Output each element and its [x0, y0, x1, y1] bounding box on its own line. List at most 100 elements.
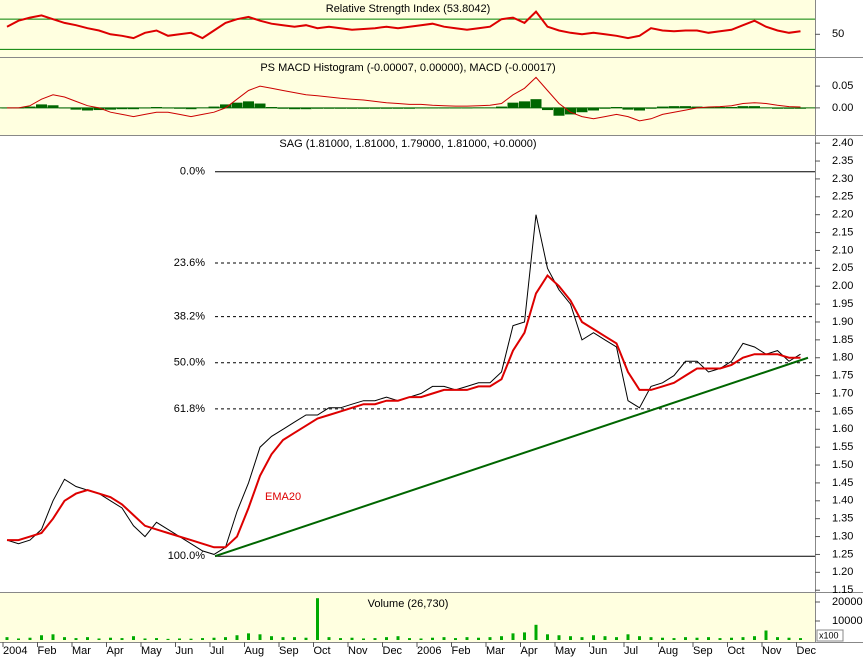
- histogram-bar: [151, 107, 162, 108]
- histogram-bar: [542, 107, 553, 111]
- volume-bar: [465, 637, 469, 640]
- unit-box: [816, 629, 844, 642]
- fib-label: 50.0%: [174, 357, 205, 369]
- price-panel: [0, 136, 815, 592]
- histogram-bar: [415, 107, 427, 109]
- volume-bar: [730, 637, 733, 640]
- trendline: [214, 356, 809, 558]
- histogram-bar: [369, 107, 381, 109]
- volume-bar: [258, 634, 262, 640]
- histogram-bar: [105, 107, 116, 110]
- histogram-bar: [254, 103, 266, 108]
- volume-bar: [212, 637, 216, 640]
- y-tick-label: 0.05: [832, 80, 853, 92]
- series-line: [7, 76, 801, 122]
- y-tick-label: 2.05: [832, 262, 853, 274]
- y-tick-label: 20000: [832, 596, 863, 608]
- volume-bar: [661, 637, 664, 640]
- volume-bar: [28, 637, 32, 640]
- volume-bar: [603, 636, 607, 640]
- y-tick-label: 2.00: [832, 280, 853, 292]
- histogram-bar: [783, 107, 795, 109]
- volume-bar: [787, 637, 791, 640]
- histogram-bar: [496, 106, 507, 108]
- volume-bar: [5, 637, 9, 640]
- histogram-bar: [427, 107, 438, 109]
- volume-bar: [626, 634, 630, 640]
- x-tick-label: May: [141, 645, 162, 657]
- histogram-bar: [553, 107, 565, 116]
- histogram-bar: [668, 106, 680, 108]
- histogram-bar: [139, 107, 151, 109]
- series-line: [6, 10, 801, 40]
- macd-title: PS MACD Histogram (-0.00007, 0.00000), M…: [260, 62, 555, 74]
- histogram-bar: [231, 102, 243, 108]
- y-tick-label: 2.15: [832, 226, 853, 238]
- y-tick-label: 2.30: [832, 173, 853, 185]
- volume-bar: [408, 638, 411, 640]
- volume-bar: [270, 636, 273, 640]
- y-tick-label: 1.30: [832, 530, 853, 542]
- histogram-bar: [611, 107, 622, 108]
- histogram-bar: [381, 107, 392, 109]
- volume-bar: [764, 630, 768, 640]
- y-tick-label: 1.20: [832, 566, 853, 578]
- histogram-bar: [795, 107, 806, 109]
- histogram-bar: [335, 107, 346, 109]
- price-title: SAG (1.81000, 1.81000, 1.79000, 1.81000,…: [279, 138, 536, 150]
- volume-bar: [799, 638, 802, 640]
- panel-borders: [0, 0, 863, 643]
- volume-bar: [97, 638, 101, 640]
- y-tick-label: 1.75: [832, 370, 853, 382]
- macd-panel: [0, 58, 815, 135]
- volume-bar: [74, 638, 78, 640]
- y-tick-label: 2.35: [832, 155, 853, 167]
- histogram-bar: [36, 104, 47, 108]
- volume-bar: [385, 637, 388, 640]
- histogram-bar: [461, 107, 473, 109]
- volume-bar: [86, 637, 89, 640]
- y-tick-label: 2.10: [832, 244, 853, 256]
- volume-bar: [477, 637, 480, 640]
- x-tick-label: Mar: [486, 645, 505, 657]
- volume-bar: [17, 638, 20, 640]
- histogram-bar: [128, 107, 139, 110]
- volume-bar: [776, 637, 779, 640]
- volume-bar: [224, 637, 227, 640]
- volume-bar: [362, 638, 365, 640]
- y-tick-label: 1.90: [832, 316, 853, 328]
- histogram-bar: [59, 107, 70, 109]
- x-tick-label: Aug: [245, 645, 265, 657]
- histogram-bar: [634, 107, 645, 111]
- volume-bar: [707, 637, 710, 640]
- volume-bar: [132, 636, 135, 640]
- y-tick-label: 1.45: [832, 477, 853, 489]
- x-tick-label: Jun: [590, 645, 608, 657]
- volume-bar: [120, 638, 124, 640]
- volume-bar: [166, 638, 170, 640]
- histogram-bar: [599, 107, 611, 109]
- y-tick-label: 1.80: [832, 352, 853, 364]
- volume-bar: [695, 637, 699, 640]
- histogram-bar: [289, 107, 300, 110]
- histogram-bar: [346, 107, 358, 109]
- histogram-bar: [116, 107, 128, 110]
- volume-bar: [615, 637, 618, 640]
- volume-bar: [523, 632, 526, 640]
- histogram-bar: [576, 107, 588, 113]
- volume-bar: [40, 635, 43, 640]
- x-tick-label: 2004: [3, 645, 27, 657]
- histogram-bar: [404, 107, 415, 109]
- histogram-bar: [82, 107, 93, 111]
- volume-bar: [304, 637, 308, 640]
- histogram-bar: [507, 102, 519, 108]
- volume-bar: [155, 638, 158, 640]
- histogram-bar: [450, 107, 461, 109]
- rsi-title: Relative Strength Index (53.8042): [326, 3, 491, 15]
- y-tick-label: 0.00: [832, 102, 853, 114]
- x-tick-label: Dec: [383, 645, 403, 657]
- fib-label: 38.2%: [174, 311, 205, 323]
- volume-bar: [672, 638, 676, 640]
- fib-label: 100.0%: [168, 550, 206, 562]
- x-tick-label: Jul: [210, 645, 224, 657]
